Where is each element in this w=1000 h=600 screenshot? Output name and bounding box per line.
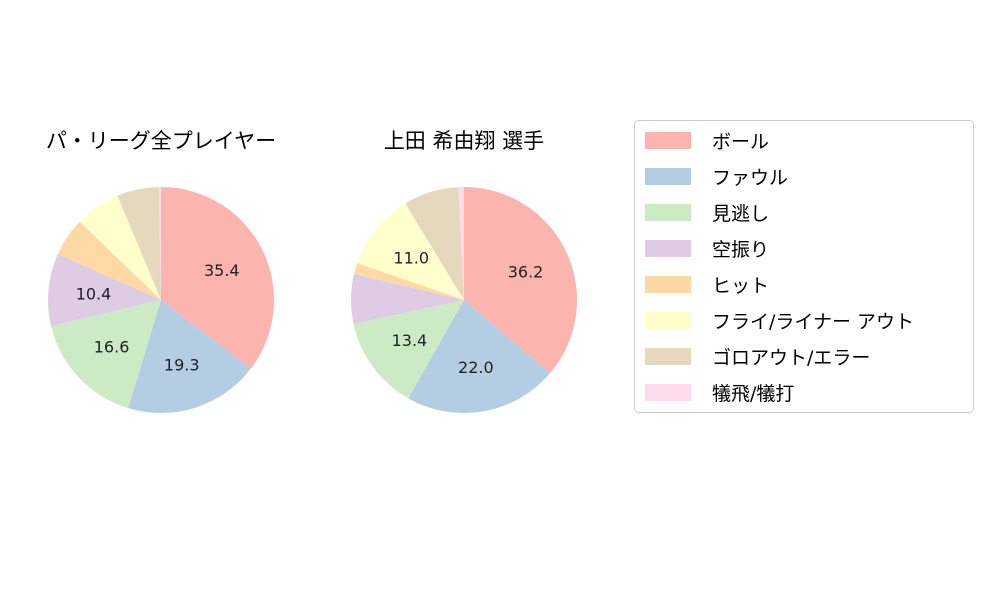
- pie-slice-label-1-2: 13.4: [392, 331, 428, 350]
- pie-slice-0-2: [51, 300, 161, 409]
- pie-slice-1-4: [354, 263, 464, 300]
- pie-slice-0-6: [117, 187, 161, 300]
- pie-slice-1-7: [458, 187, 464, 300]
- legend-label-5: フライ/ライナー アウト: [712, 311, 914, 333]
- legend-label-1: ファウル: [712, 167, 788, 189]
- legend-label-3: 空振り: [712, 239, 769, 261]
- pie-title-player: 上田 希由翔 選手: [384, 129, 544, 153]
- pie-slice-1-5: [357, 203, 464, 300]
- pie-slice-0-1: [128, 300, 251, 413]
- legend-label-7: 犠飛/犠打: [712, 383, 794, 405]
- legend-label-2: 見逃し: [712, 203, 769, 225]
- pie-slice-label-1-0: 36.2: [508, 263, 544, 282]
- legend-swatch-7: [645, 384, 691, 401]
- legend-swatch-0: [645, 132, 691, 149]
- pie-slice-1-6: [405, 187, 464, 300]
- pie-chart-league: パ・リーグ全プレイヤー 35.4 19.3 16.6 10.4: [46, 129, 276, 413]
- pie-slice-0-5: [79, 195, 161, 300]
- pie-slice-1-3: [351, 273, 464, 324]
- legend-label-6: ゴロアウト/エラー: [712, 347, 870, 369]
- pie-slice-label-0-0: 35.4: [204, 261, 240, 280]
- pie-chart-player: 上田 希由翔 選手 36.2 22.0 13.4 11.0: [351, 129, 577, 413]
- legend-swatch-6: [645, 348, 691, 365]
- pie-slice-label-1-1: 22.0: [458, 358, 494, 377]
- pie-slice-label-0-3: 10.4: [76, 285, 112, 304]
- pie-slice-1-0: [464, 187, 577, 374]
- pie-slice-label-0-1: 19.3: [164, 356, 200, 375]
- pie-slice-0-4: [57, 221, 161, 300]
- pie-slice-0-3: [47, 253, 161, 327]
- legend-label-4: ヒット: [712, 275, 769, 297]
- pie-slice-label-1-5: 11.0: [393, 248, 429, 267]
- legend-swatch-2: [645, 204, 691, 221]
- pie-slice-1-1: [408, 300, 551, 413]
- legend-swatch-5: [645, 312, 691, 329]
- pie-slice-1-2: [353, 300, 464, 399]
- pie-title-league: パ・リーグ全プレイヤー: [46, 129, 276, 153]
- pie-slice-0-7: [158, 187, 161, 300]
- legend-swatch-1: [645, 168, 691, 185]
- legend-label-0: ボール: [712, 131, 769, 153]
- legend-frame: [634, 120, 974, 413]
- legend-swatch-3: [645, 240, 691, 257]
- legend-swatch-4: [645, 276, 691, 293]
- pie-slice-0-0: [161, 187, 274, 369]
- pie-slice-label-0-2: 16.6: [94, 337, 130, 356]
